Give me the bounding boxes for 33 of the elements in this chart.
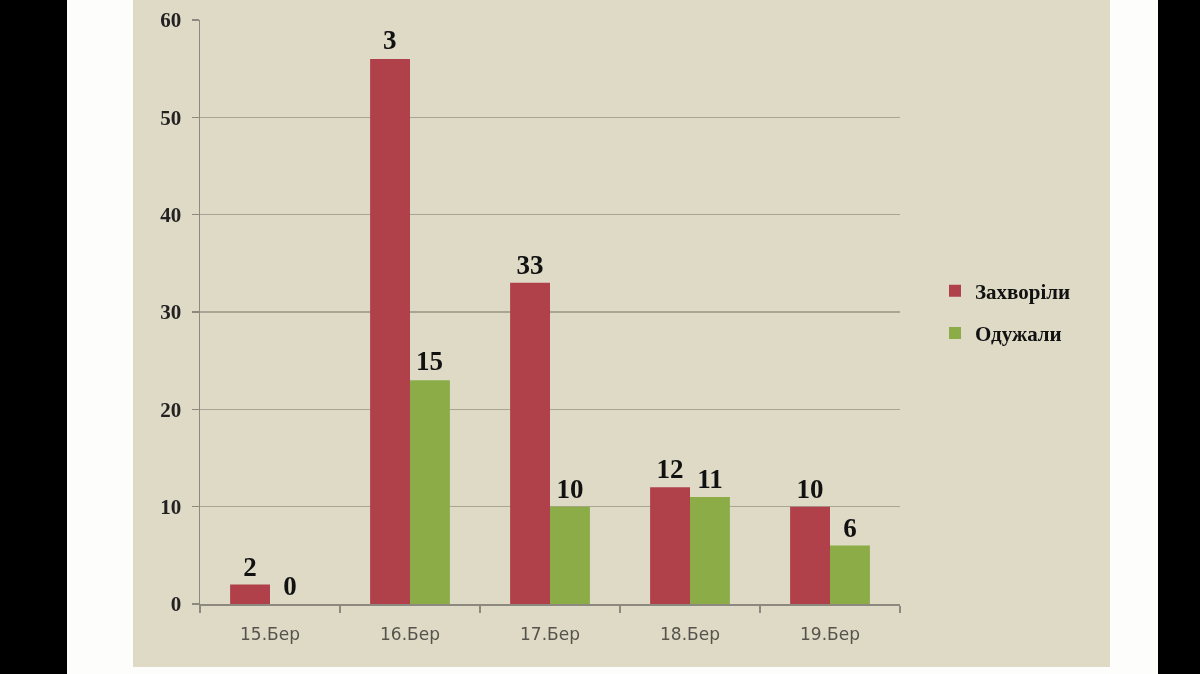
data-label: 0 xyxy=(283,571,297,601)
bar xyxy=(550,506,590,604)
bar xyxy=(830,545,870,604)
y-tick-label: 10 xyxy=(160,495,182,520)
data-label: 10 xyxy=(556,473,584,504)
x-tick-label: 17.Бер xyxy=(520,623,580,644)
bar xyxy=(790,506,830,604)
y-tick-label: 40 xyxy=(160,203,182,228)
y-tick-label: 50 xyxy=(160,105,182,130)
bar xyxy=(410,380,450,604)
bar xyxy=(650,487,690,604)
data-label: 10 xyxy=(796,473,824,504)
x-tick-label: 19.Бер xyxy=(800,623,860,644)
annotation: 3 xyxy=(383,25,397,55)
y-tick-label: 60 xyxy=(160,8,182,33)
annotation: 15 xyxy=(416,346,443,376)
data-label: 33 xyxy=(516,249,544,280)
data-label: 12 xyxy=(656,454,684,485)
x-tick-label: 18.Бер xyxy=(660,623,720,644)
data-label: 2 xyxy=(243,551,257,582)
y-tick-label: 20 xyxy=(160,397,182,422)
legend-label: Одужали xyxy=(975,322,1062,347)
legend-label: Захворіли xyxy=(975,279,1071,304)
x-tick-label: 16.Бер xyxy=(380,623,440,644)
data-label: 6 xyxy=(843,512,857,543)
y-tick-label: 30 xyxy=(160,300,182,325)
y-tick-label: 0 xyxy=(170,592,182,617)
data-label: 11 xyxy=(697,463,723,494)
x-tick-label: 15.Бер xyxy=(240,623,300,644)
bar xyxy=(370,58,410,604)
bar xyxy=(230,584,270,604)
bar xyxy=(690,496,730,604)
bar xyxy=(510,282,550,604)
